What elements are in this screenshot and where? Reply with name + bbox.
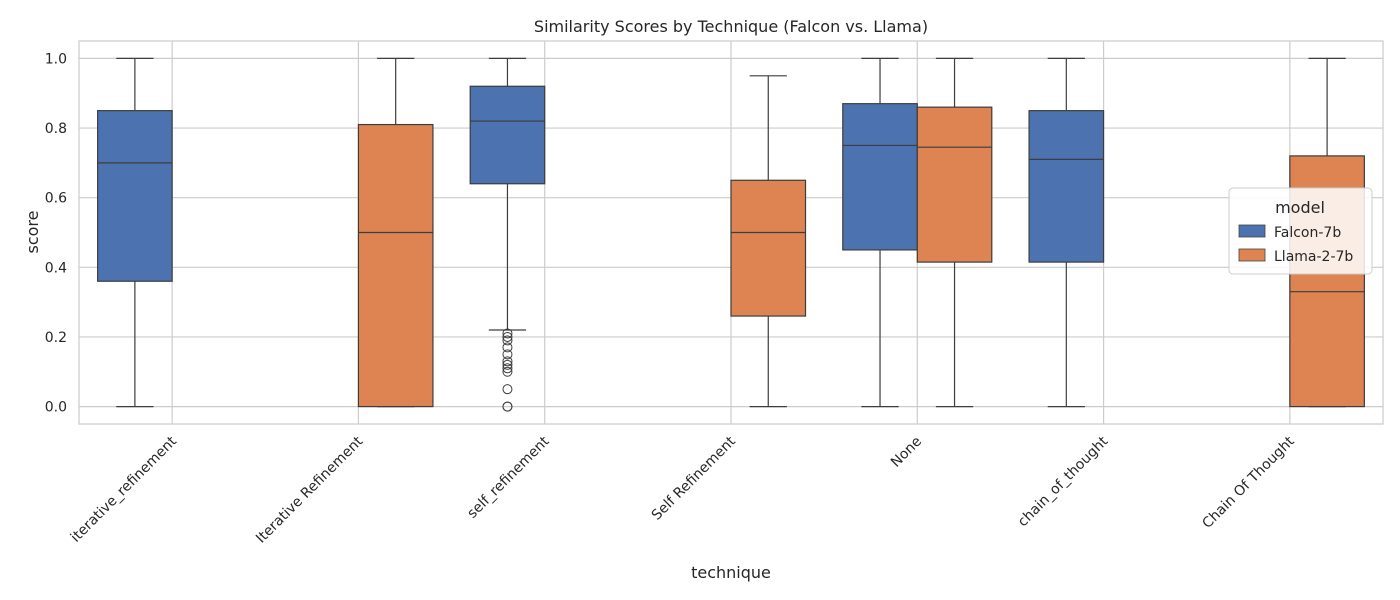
outlier-point	[502, 331, 513, 342]
outlier-point	[502, 359, 513, 370]
box-falcon-7b-none	[842, 57, 918, 408]
box-llama-2-7b-self-refinement	[730, 75, 807, 408]
outlier-point	[502, 366, 513, 377]
x-tick-label: Chain Of Thought	[1199, 433, 1298, 532]
y-tick-label: 1.0	[45, 51, 67, 67]
box-iqr	[357, 123, 434, 408]
outlier-point	[502, 342, 513, 353]
legend-title: model	[1275, 198, 1325, 217]
outlier-point	[502, 335, 513, 346]
box-llama-2-7b-none	[916, 57, 993, 408]
y-tick-label: 0.4	[45, 260, 67, 276]
y-axis-label: score	[23, 211, 42, 254]
box-iqr	[916, 106, 993, 263]
box-iqr	[730, 179, 807, 317]
legend: model Falcon-7b Llama-2-7b	[1228, 187, 1373, 275]
legend-label-falcon: Falcon-7b	[1274, 225, 1341, 241]
chart-title: Similarity Scores by Technique (Falcon v…	[534, 17, 928, 36]
x-tick-label: Self Refinement	[649, 433, 739, 523]
box-iqr	[469, 85, 546, 185]
box-falcon-7b-self-refinement	[469, 57, 546, 412]
y-tick-label: 0.6	[45, 191, 67, 207]
outlier-point	[502, 349, 513, 360]
x-tick-label: self_refinement	[464, 433, 553, 522]
box-llama-2-7b-iterative-refinement	[357, 57, 434, 408]
x-tick-label: chain_of_thought	[1015, 433, 1112, 530]
box-iqr	[1028, 110, 1105, 263]
box-iqr	[97, 110, 173, 282]
box-iqr	[842, 103, 918, 251]
outlier-point	[502, 356, 513, 367]
box-falcon-7b-chain-of-thought	[1028, 57, 1105, 408]
outlier-point	[502, 384, 513, 395]
x-tick-label: None	[888, 434, 925, 471]
outlier-point	[502, 401, 513, 412]
legend-label-llama: Llama-2-7b	[1274, 249, 1353, 265]
box-falcon-7b-iterative-refinement	[97, 57, 173, 408]
y-tick-label: 0.8	[45, 121, 67, 137]
plot-frame	[78, 40, 1384, 425]
axes: 0.0 0.2 0.4 0.6 0.8 1.0 iterative_refinement It…	[45, 51, 1298, 546]
y-tick-label: 0.0	[45, 400, 67, 416]
x-tick-label: Iterative Refinement	[253, 433, 366, 546]
legend-swatch-llama	[1238, 248, 1266, 262]
x-axis-label: technique	[691, 563, 771, 582]
y-tick-label: 0.2	[45, 330, 67, 346]
outlier-point	[502, 363, 513, 374]
outlier-point	[502, 328, 513, 339]
legend-swatch-falcon	[1238, 224, 1266, 238]
x-tick-label: iterative_refinement	[68, 433, 180, 545]
